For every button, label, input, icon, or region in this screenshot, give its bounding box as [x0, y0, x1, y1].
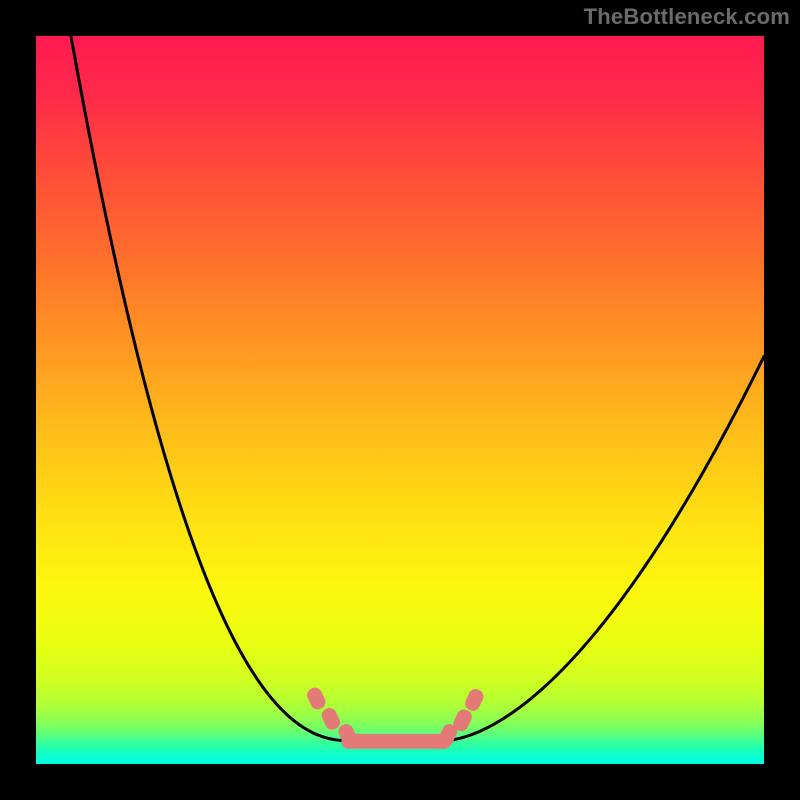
gradient-background [36, 36, 764, 764]
watermark-text: TheBottleneck.com [584, 4, 790, 30]
marker [341, 734, 451, 749]
plot-area [36, 36, 764, 764]
plot-svg [36, 36, 764, 764]
chart-frame: TheBottleneck.com [0, 0, 800, 800]
